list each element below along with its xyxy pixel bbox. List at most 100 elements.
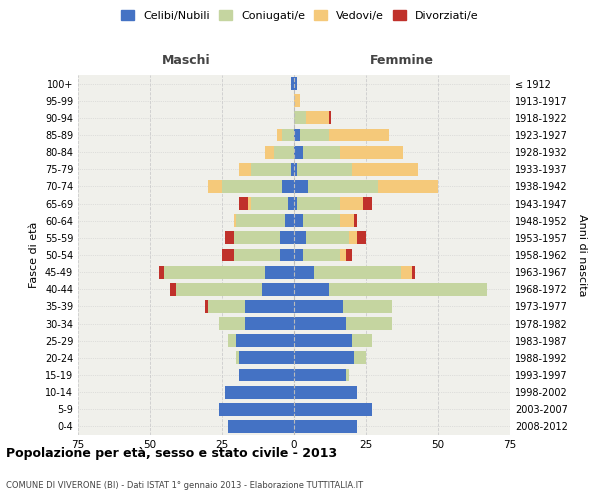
Bar <box>294 163 297 175</box>
Bar <box>294 128 300 141</box>
Bar <box>346 248 352 262</box>
Bar <box>363 197 372 210</box>
Bar <box>346 368 349 382</box>
Bar <box>300 128 329 141</box>
Bar <box>239 197 248 210</box>
Bar <box>233 232 280 244</box>
Bar <box>352 163 418 175</box>
Text: COMUNE DI VIVERONE (BI) - Dati ISTAT 1° gennaio 2013 - Elaborazione TUTTITALIA.I: COMUNE DI VIVERONE (BI) - Dati ISTAT 1° … <box>6 480 363 490</box>
Bar <box>239 163 251 175</box>
Bar <box>294 386 358 398</box>
Bar <box>170 283 176 296</box>
Bar <box>283 128 294 141</box>
Bar <box>294 214 302 227</box>
Bar <box>208 300 245 313</box>
Bar <box>225 232 233 244</box>
Bar <box>294 94 300 107</box>
Bar <box>208 180 222 193</box>
Bar <box>239 368 294 382</box>
Bar <box>219 317 245 330</box>
Bar <box>158 266 164 278</box>
Bar <box>205 300 208 313</box>
Bar <box>219 403 294 415</box>
Bar <box>228 420 294 433</box>
Bar <box>222 180 283 193</box>
Bar <box>294 403 372 415</box>
Bar <box>329 283 487 296</box>
Bar <box>401 266 412 278</box>
Bar <box>233 248 280 262</box>
Bar <box>265 266 294 278</box>
Bar <box>294 112 305 124</box>
Bar <box>314 266 401 278</box>
Bar <box>251 163 291 175</box>
Bar <box>297 197 340 210</box>
Bar <box>280 248 294 262</box>
Bar <box>294 317 346 330</box>
Bar <box>305 112 329 124</box>
Bar <box>329 112 331 124</box>
Bar <box>352 334 372 347</box>
Bar <box>294 334 352 347</box>
Bar <box>302 214 340 227</box>
Y-axis label: Fasce di età: Fasce di età <box>29 222 39 288</box>
Bar <box>305 232 349 244</box>
Bar <box>239 352 294 364</box>
Bar <box>294 248 302 262</box>
Bar <box>176 283 262 296</box>
Bar <box>294 180 308 193</box>
Bar <box>277 128 283 141</box>
Bar <box>294 300 343 313</box>
Bar <box>164 266 265 278</box>
Bar <box>286 214 294 227</box>
Bar <box>340 197 363 210</box>
Bar <box>355 352 366 364</box>
Bar <box>265 146 274 158</box>
Bar <box>236 214 286 227</box>
Y-axis label: Anni di nascita: Anni di nascita <box>577 214 587 296</box>
Bar <box>349 232 358 244</box>
Bar <box>294 368 346 382</box>
Bar <box>294 77 297 90</box>
Bar <box>343 300 392 313</box>
Bar <box>294 232 305 244</box>
Bar <box>283 180 294 193</box>
Bar <box>294 197 297 210</box>
Bar <box>340 214 355 227</box>
Bar <box>294 266 314 278</box>
Bar <box>340 248 346 262</box>
Legend: Celibi/Nubili, Coniugati/e, Vedovi/e, Divorziati/e: Celibi/Nubili, Coniugati/e, Vedovi/e, Di… <box>119 8 481 23</box>
Bar <box>280 232 294 244</box>
Bar <box>291 163 294 175</box>
Bar <box>346 317 392 330</box>
Bar <box>294 420 358 433</box>
Bar <box>248 197 251 210</box>
Bar <box>294 283 329 296</box>
Bar <box>302 146 340 158</box>
Bar <box>294 146 302 158</box>
Bar <box>412 266 415 278</box>
Bar <box>233 214 236 227</box>
Bar <box>294 352 355 364</box>
Bar <box>288 197 294 210</box>
Bar <box>308 180 377 193</box>
Bar <box>236 352 239 364</box>
Bar <box>302 248 340 262</box>
Bar <box>358 232 366 244</box>
Bar <box>377 180 438 193</box>
Bar <box>329 128 389 141</box>
Bar <box>355 214 358 227</box>
Bar <box>245 317 294 330</box>
Text: Femmine: Femmine <box>370 54 434 68</box>
Bar <box>222 248 233 262</box>
Bar <box>251 197 288 210</box>
Bar <box>297 163 352 175</box>
Bar <box>262 283 294 296</box>
Bar <box>225 386 294 398</box>
Text: Maschi: Maschi <box>161 54 211 68</box>
Bar <box>340 146 403 158</box>
Bar <box>236 334 294 347</box>
Bar <box>274 146 294 158</box>
Bar <box>228 334 236 347</box>
Bar <box>291 77 294 90</box>
